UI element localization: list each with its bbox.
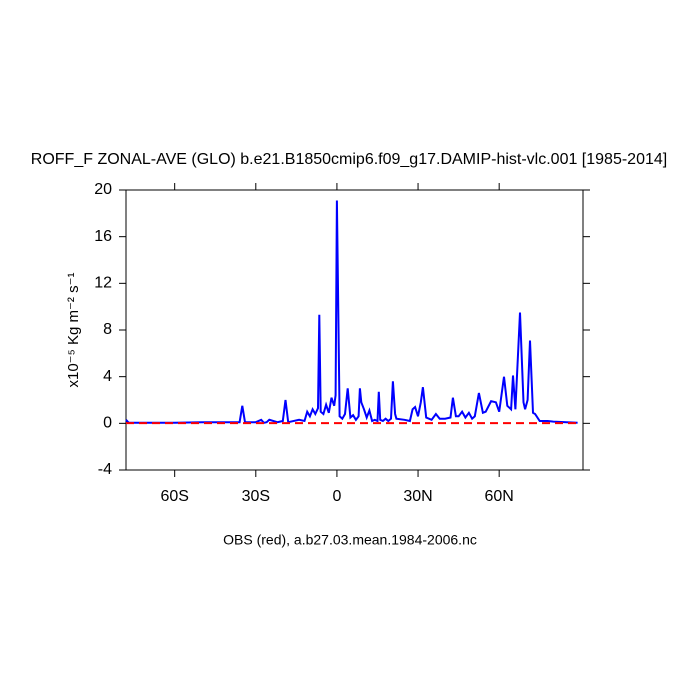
- y-tick-label: 20: [94, 181, 112, 198]
- footer-note: OBS (red), a.b27.03.mean.1984-2006.nc: [223, 532, 477, 548]
- y-tick-label: 4: [103, 368, 112, 385]
- x-tick-label: 60N: [484, 488, 513, 505]
- x-tick-label: 60S: [160, 488, 188, 505]
- x-tick-label: 30N: [403, 488, 432, 505]
- plot-frame: [125, 189, 584, 471]
- data-line: [125, 200, 578, 424]
- x-tick-label: 30S: [242, 488, 270, 505]
- x-tick-label: 0: [332, 488, 341, 505]
- y-tick-label: 8: [103, 321, 112, 338]
- y-axis-label: x10⁻⁵ Kg m⁻² s⁻¹: [65, 273, 82, 388]
- chart-title: ROFF_F ZONAL-AVE (GLO) b.e21.B1850cmip6.…: [31, 151, 667, 168]
- y-tick-label: 12: [94, 275, 112, 292]
- y-tick-label: -4: [98, 461, 112, 478]
- y-tick-label: 16: [94, 228, 112, 245]
- y-tick-label: 0: [103, 415, 112, 432]
